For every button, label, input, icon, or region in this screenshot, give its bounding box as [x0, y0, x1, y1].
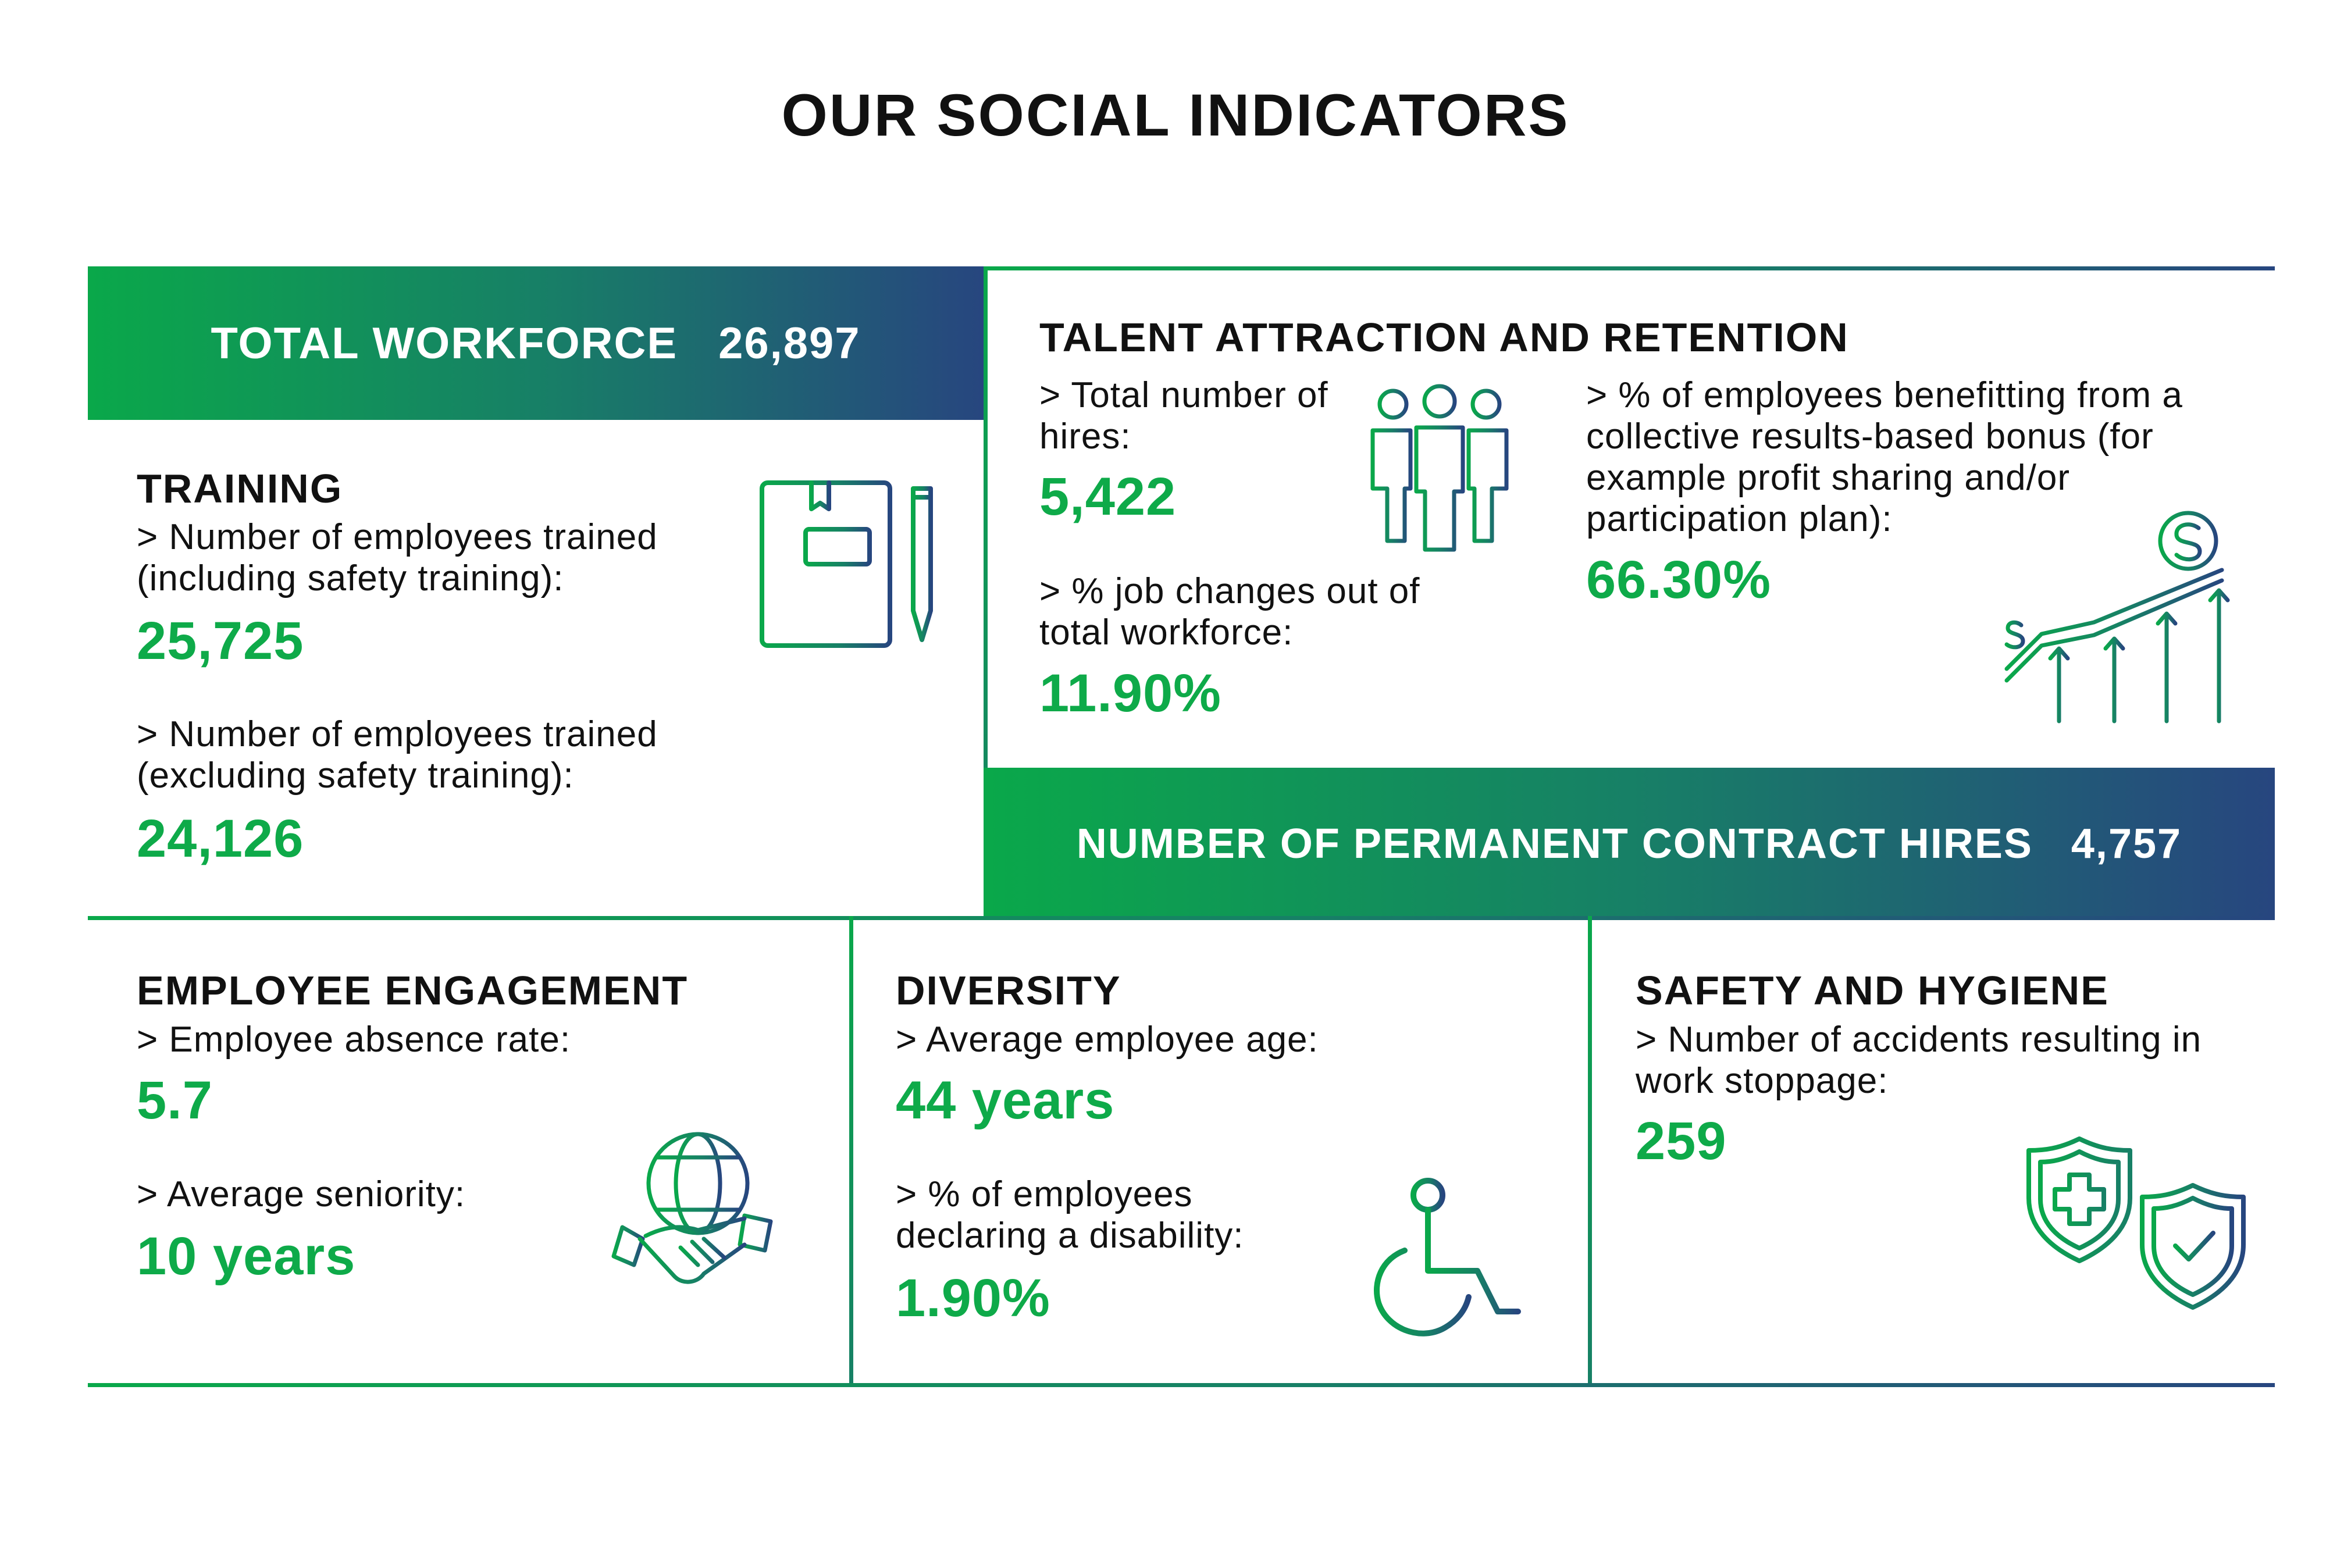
- globe-handshake-icon: [611, 1128, 779, 1314]
- training-talent-divider: [984, 266, 988, 920]
- talent-job-changes-value: 11.90%: [1039, 664, 1221, 723]
- middle-divider: [88, 916, 2275, 920]
- shield-check-icon: [2138, 1181, 2248, 1312]
- top-right-divider: [984, 266, 2275, 270]
- engagement-heading: EMPLOYEE ENGAGEMENT: [137, 968, 689, 1013]
- engagement-seniority-value: 10 years: [137, 1227, 356, 1286]
- diversity-disability-label: > % of employees declaring a disability:: [896, 1174, 1244, 1256]
- talent-hires-value: 5,422: [1039, 467, 1177, 526]
- training-heading: TRAINING: [137, 466, 343, 511]
- training-incl-value: 25,725: [137, 611, 304, 671]
- diversity-age-value: 44 years: [896, 1071, 1115, 1130]
- diversity-safety-divider: [1588, 916, 1592, 1386]
- total-workforce-label: TOTAL WORKFORCE: [211, 318, 678, 368]
- total-workforce-value: 26,897: [718, 318, 861, 368]
- safety-accidents-label: > Number of accidents resulting in work …: [1636, 1020, 2202, 1101]
- permanent-hires-value: 4,757: [2071, 821, 2182, 867]
- growth-chart-dollar-icon: [2001, 506, 2234, 727]
- people-group-icon: [1361, 384, 1518, 553]
- diversity-disability-value: 1.90%: [896, 1268, 1050, 1328]
- engagement-absence-label: > Employee absence rate:: [137, 1020, 571, 1060]
- shield-cross-icon: [2024, 1134, 2135, 1265]
- talent-job-changes-label: > % job changes out of total workforce:: [1039, 571, 1420, 653]
- training-excl-label: > Number of employees trained (excluding…: [137, 714, 658, 796]
- talent-bonus-label: > % of employees benefitting from a coll…: [1586, 375, 2183, 539]
- wheelchair-icon: [1370, 1175, 1527, 1344]
- talent-bonus-value: 66.30%: [1586, 550, 1772, 610]
- engagement-absence-value: 5.7: [137, 1071, 213, 1130]
- diversity-age-label: > Average employee age:: [896, 1020, 1319, 1060]
- training-incl-label: > Number of employees trained (including…: [137, 517, 658, 598]
- talent-heading: TALENT ATTRACTION AND RETENTION: [1039, 315, 1849, 360]
- permanent-hires-label: NUMBER OF PERMANENT CONTRACT HIRES: [1076, 821, 2033, 867]
- total-workforce-banner: TOTAL WORKFORCE 26,897: [88, 266, 984, 420]
- page-title: OUR SOCIAL INDICATORS: [781, 82, 1570, 148]
- engagement-seniority-label: > Average seniority:: [137, 1174, 466, 1214]
- talent-hires-label: > Total number of hires:: [1039, 375, 1328, 457]
- permanent-hires-banner: NUMBER OF PERMANENT CONTRACT HIRES 4,757: [984, 768, 2275, 920]
- bottom-divider: [88, 1383, 2275, 1387]
- safety-heading: SAFETY AND HYGIENE: [1636, 968, 2109, 1013]
- safety-accidents-value: 259: [1636, 1111, 1727, 1171]
- diversity-heading: DIVERSITY: [896, 968, 1121, 1013]
- notebook-pen-icon: [756, 477, 948, 651]
- training-excl-value: 24,126: [137, 809, 304, 868]
- engagement-diversity-divider: [849, 916, 853, 1386]
